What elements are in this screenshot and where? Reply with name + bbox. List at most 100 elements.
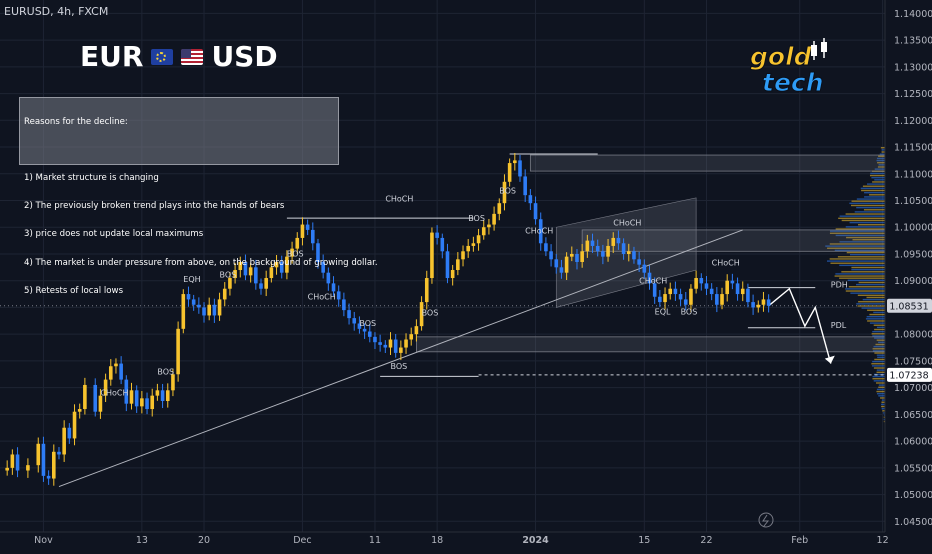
candle-body [264,278,268,289]
candle-body [171,374,175,391]
volume-profile-bar [835,234,885,237]
structure-label: PDH [831,281,848,290]
volume-profile-bar [869,322,885,324]
candle-body [673,288,678,295]
candle-body [98,395,103,412]
candle-body [399,347,403,353]
candle-body [46,475,51,479]
price-axis: 1.14000 1.13500 1.13000 1.12500 1.12000 1.115… [884,0,932,550]
candle-body [186,294,191,300]
volume-profile-bar [871,176,885,179]
structure-label: BOS [499,187,516,196]
time-tick-label: 22 [700,535,712,546]
volume-profile-bar [860,187,885,190]
candle-body [321,261,325,273]
volume-profile-bar [880,147,885,149]
volume-profile-bar [873,367,885,369]
candle-body [424,278,429,303]
time-tick-label: Nov [34,535,53,546]
volume-profile-bar [847,279,885,282]
volume-profile-bar [870,172,885,175]
candle-body [570,253,574,257]
candle-body [119,363,123,380]
volume-profile-bar [873,345,885,348]
candle-body [191,299,196,305]
volume-profile-bar [876,371,885,373]
volume-profile-bar [883,420,885,423]
volume-profile-bar [877,166,885,168]
volume-profile-bar [835,273,885,275]
volume-profile-bar [876,157,885,160]
candle-body [585,240,590,252]
reason-item: 1) Market structure is changing [24,172,159,183]
goldtech-logo: gold tech [750,38,827,98]
candle-body [632,251,636,260]
volume-profile-bar [850,204,885,207]
volume-profile-bar [883,412,885,414]
volume-profile-bar [876,159,885,162]
price-zones [415,154,886,353]
reasons-title: Reasons for the decline: [24,116,128,127]
candle-body [140,398,144,407]
volume-profile-bar [867,183,885,185]
volume-profile-bar [880,397,885,399]
candle-body [279,261,284,273]
volume-profile-bar [876,326,885,329]
volume-profile-bar [834,275,885,277]
candle-body [430,232,434,279]
volume-profile-bar [869,194,885,196]
candle-body [367,331,372,337]
candle-body [626,251,631,254]
lightning-icon [762,514,770,527]
price-tick-label: 1.09500 [894,249,932,260]
volume-profile-bar [881,151,885,153]
candle-body [580,251,584,262]
volume-profile-bar [858,224,885,226]
candle-body [103,379,108,396]
candle-body [611,237,616,246]
structure-label: CHoCH [525,227,553,236]
demand-zone [415,336,886,353]
candle-body [357,323,362,329]
volume-profile-bar [845,290,885,292]
volume-profile-bar [881,405,885,408]
structure-label: BOS [422,308,439,317]
volume-profile-bar [839,241,885,243]
candle-body [197,304,201,308]
price-tick-label: 1.13500 [894,36,932,47]
candle-body [435,232,439,238]
volume-profile-bar [872,375,885,378]
candle-body [36,443,41,466]
reasons-note[interactable]: Reasons for the decline: 1) Market struc… [19,97,378,296]
volume-profile-bar [878,395,885,397]
volume-profile-bar [883,414,885,416]
candle-body [616,237,621,244]
price-tick-label: 1.12000 [894,116,932,127]
volume-profile-bar [869,174,885,177]
volume-profile-bar [869,313,885,316]
volume-profile-bar [872,181,885,183]
quote-currency: USD [211,40,278,73]
candle-body [393,339,398,353]
candle-body [77,409,82,412]
candle-body [67,427,72,439]
volume-profile-bar [876,382,885,384]
volume-profile-bar [838,217,885,220]
candle-body [93,384,98,412]
candle-body [383,344,388,348]
candle-body [290,248,294,257]
volume-profile-bar [876,354,885,356]
volume-profile-bar [878,384,885,386]
candle-body [725,280,729,295]
candle-body [155,390,160,396]
candle-body [658,296,662,303]
candle-body [513,160,517,164]
volume-profile-bar [881,149,885,151]
candle-body [740,288,745,295]
volume-profile [825,147,885,423]
candle-body [212,304,217,316]
time-tick-label: 11 [369,535,381,546]
price-axis-background [885,0,932,550]
